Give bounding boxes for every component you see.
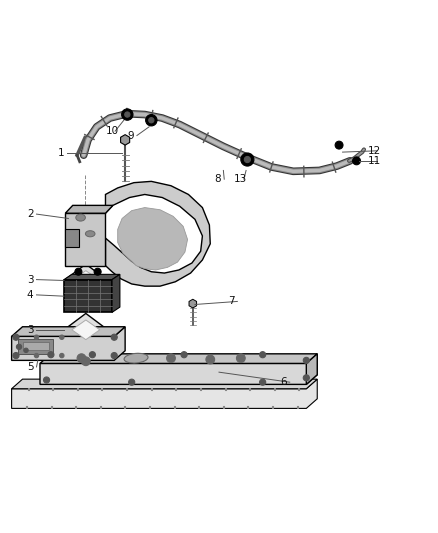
Text: 2: 2 [27,209,34,219]
Circle shape [125,112,130,117]
Circle shape [335,141,343,149]
Circle shape [129,379,135,385]
Text: 4: 4 [27,290,34,300]
Circle shape [166,354,175,362]
Circle shape [60,353,64,358]
Polygon shape [64,274,120,280]
FancyBboxPatch shape [64,280,112,312]
Polygon shape [40,354,317,364]
Circle shape [260,379,266,385]
Text: 13: 13 [234,174,247,184]
Ellipse shape [124,353,148,363]
Circle shape [244,157,251,163]
Text: 11: 11 [367,156,381,166]
Circle shape [241,153,254,166]
Text: 5: 5 [27,362,34,372]
Polygon shape [72,271,100,290]
Polygon shape [12,327,125,336]
Circle shape [237,354,245,362]
Circle shape [89,352,95,358]
Ellipse shape [85,231,95,237]
Circle shape [260,352,266,358]
Circle shape [24,348,28,352]
Polygon shape [65,213,106,265]
Polygon shape [112,274,120,312]
Polygon shape [12,327,125,360]
Polygon shape [64,264,108,297]
Text: 3: 3 [27,325,34,335]
Circle shape [34,335,39,340]
Text: 12: 12 [367,146,381,156]
Circle shape [43,377,49,383]
Polygon shape [12,379,317,408]
Circle shape [81,357,90,366]
Text: 8: 8 [215,174,221,184]
Text: 3: 3 [27,274,34,285]
Polygon shape [306,354,317,384]
Polygon shape [22,342,49,350]
Circle shape [122,109,133,120]
Circle shape [13,334,19,340]
Text: 10: 10 [106,126,119,136]
Polygon shape [106,181,210,286]
Text: 9: 9 [127,131,134,141]
Circle shape [75,268,82,275]
Polygon shape [12,379,317,389]
FancyBboxPatch shape [65,229,79,247]
Circle shape [206,355,215,364]
Polygon shape [40,354,317,384]
Circle shape [111,334,117,340]
Text: 7: 7 [228,296,234,306]
Circle shape [13,352,19,359]
Text: 6: 6 [280,377,287,387]
Circle shape [94,268,101,275]
Circle shape [303,375,309,381]
Circle shape [60,335,64,340]
Circle shape [34,353,39,358]
Circle shape [303,357,309,364]
Circle shape [16,344,21,350]
Circle shape [77,354,86,362]
Circle shape [181,352,187,358]
Polygon shape [65,205,113,213]
Circle shape [48,352,54,358]
Polygon shape [64,313,108,346]
Circle shape [353,157,360,165]
Circle shape [111,352,117,359]
Circle shape [146,115,157,126]
Ellipse shape [76,214,85,221]
Circle shape [149,118,154,123]
Polygon shape [118,207,187,270]
Polygon shape [72,320,100,340]
Text: 1: 1 [57,148,64,158]
Polygon shape [18,338,53,354]
